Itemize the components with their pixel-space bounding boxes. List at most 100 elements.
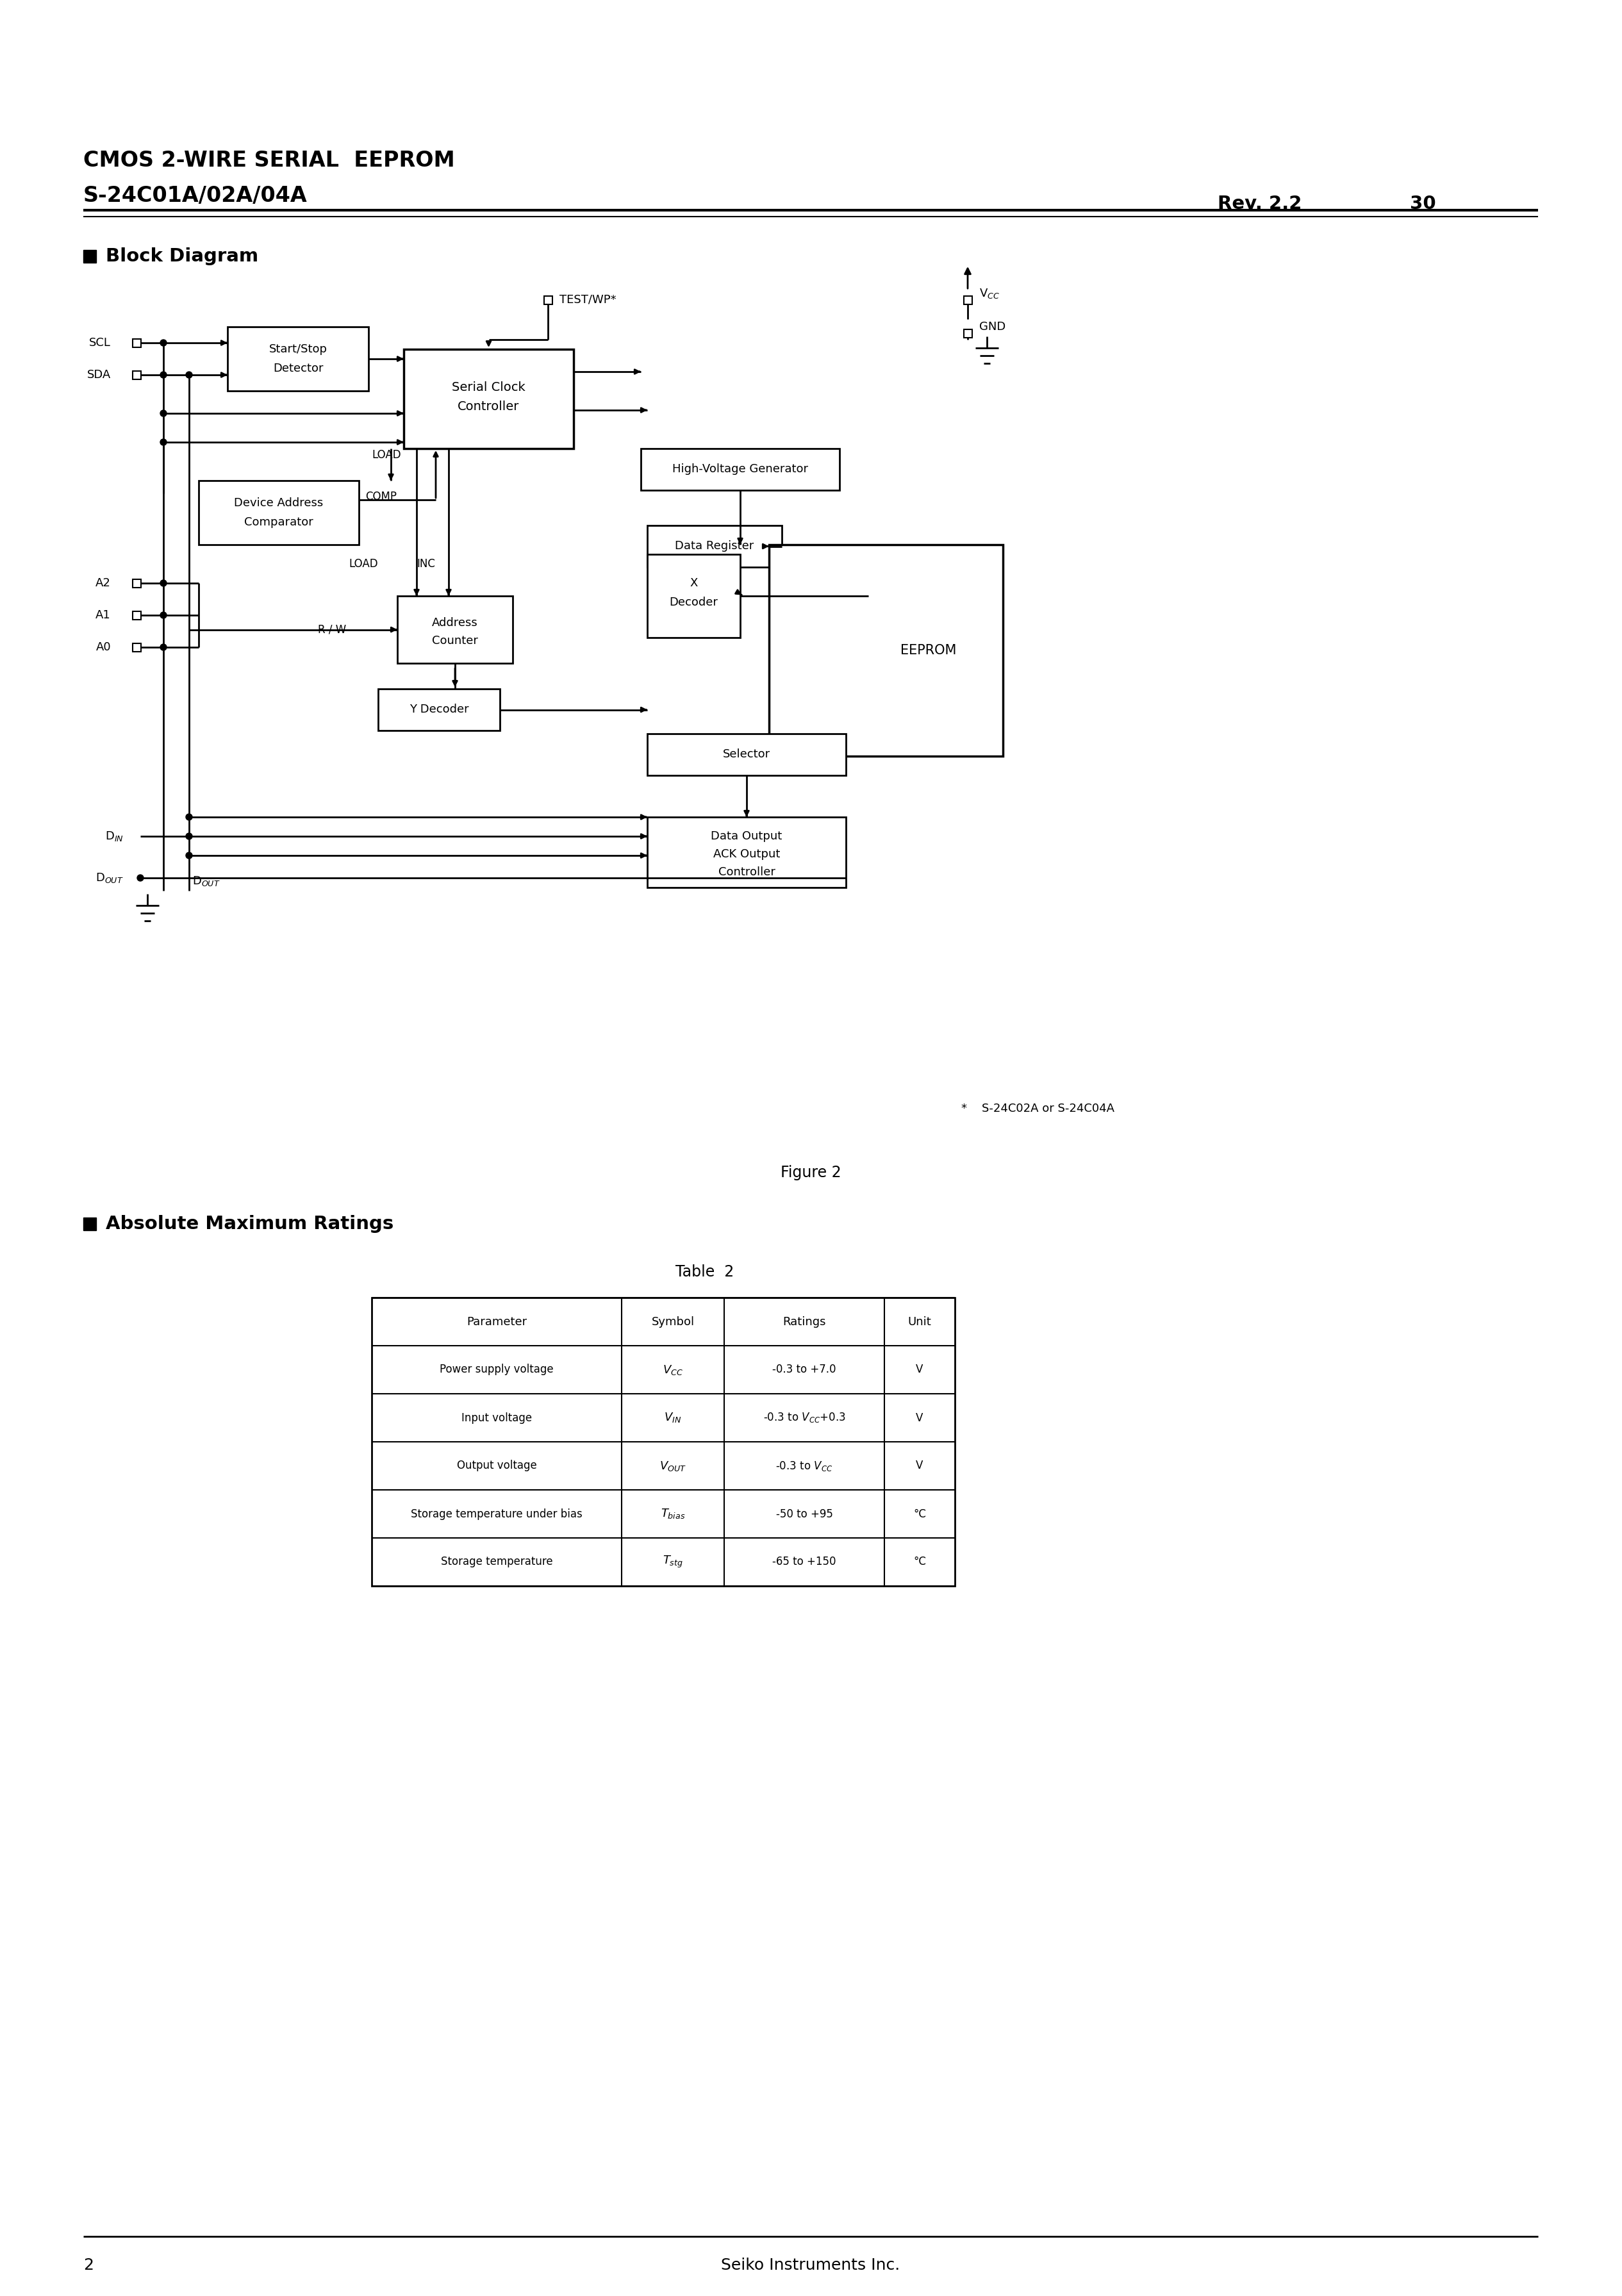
Text: °C: °C: [913, 1557, 926, 1568]
Text: High-Voltage Generator: High-Voltage Generator: [672, 464, 808, 475]
Text: -0.3 to $V_{CC}$+0.3: -0.3 to $V_{CC}$+0.3: [762, 1412, 845, 1424]
Text: D$_{OUT}$: D$_{OUT}$: [96, 872, 123, 884]
Bar: [404, 349, 574, 448]
Bar: [647, 526, 782, 567]
Text: TEST/WP*: TEST/WP*: [560, 294, 616, 305]
Circle shape: [161, 581, 167, 585]
Text: INC: INC: [417, 558, 435, 569]
Text: Data Register: Data Register: [675, 540, 754, 551]
Bar: [963, 296, 972, 303]
Text: °C: °C: [913, 1508, 926, 1520]
Bar: [647, 553, 740, 638]
Text: Input voltage: Input voltage: [461, 1412, 532, 1424]
Circle shape: [187, 372, 193, 379]
Text: ACK Output: ACK Output: [714, 850, 780, 861]
Text: Y Decoder: Y Decoder: [409, 703, 469, 714]
Text: 30: 30: [1410, 195, 1435, 214]
Text: Data Output: Data Output: [710, 831, 782, 843]
Bar: [543, 296, 551, 303]
Text: -50 to +95: -50 to +95: [775, 1508, 832, 1520]
Text: *    S-24C02A or S-24C04A: * S-24C02A or S-24C04A: [962, 1102, 1114, 1114]
Text: SDA: SDA: [88, 370, 110, 381]
Text: Parameter: Parameter: [467, 1316, 527, 1327]
Text: D$_{IN}$: D$_{IN}$: [105, 829, 123, 843]
Circle shape: [161, 643, 167, 650]
Text: Detector: Detector: [272, 363, 323, 374]
Bar: [198, 480, 358, 544]
Bar: [133, 370, 141, 379]
Bar: [133, 579, 141, 588]
Text: A0: A0: [96, 641, 110, 652]
Text: Device Address: Device Address: [234, 498, 323, 510]
Bar: [133, 643, 141, 652]
Text: Serial Clock: Serial Clock: [453, 381, 526, 395]
Circle shape: [161, 411, 167, 416]
Circle shape: [138, 875, 144, 882]
Bar: [133, 611, 141, 620]
Text: Seiko Instruments Inc.: Seiko Instruments Inc.: [722, 2257, 900, 2273]
Circle shape: [187, 813, 193, 820]
Text: LOAD: LOAD: [349, 558, 378, 569]
Text: Storage temperature: Storage temperature: [441, 1557, 553, 1568]
Text: Figure 2: Figure 2: [780, 1164, 840, 1180]
Bar: [647, 735, 847, 776]
Text: Decoder: Decoder: [670, 597, 719, 608]
Text: A1: A1: [96, 608, 110, 620]
Text: $T_{bias}$: $T_{bias}$: [660, 1508, 684, 1520]
Text: R / W: R / W: [318, 625, 345, 636]
Text: V: V: [916, 1364, 923, 1375]
Text: V: V: [916, 1412, 923, 1424]
Text: Comparator: Comparator: [245, 517, 313, 528]
Circle shape: [161, 439, 167, 445]
Bar: [641, 448, 840, 491]
Text: Controller: Controller: [719, 866, 775, 877]
Text: Power supply voltage: Power supply voltage: [440, 1364, 553, 1375]
Text: EEPROM: EEPROM: [900, 643, 955, 657]
Text: Ratings: Ratings: [783, 1316, 826, 1327]
Bar: [83, 1217, 96, 1231]
Bar: [133, 340, 141, 347]
Bar: [227, 326, 368, 390]
Text: COMP: COMP: [365, 491, 397, 503]
Text: -65 to +150: -65 to +150: [772, 1557, 837, 1568]
Text: Address: Address: [431, 618, 478, 629]
Circle shape: [161, 340, 167, 347]
Text: Selector: Selector: [723, 748, 770, 760]
Bar: [378, 689, 500, 730]
Circle shape: [187, 833, 193, 840]
Text: -0.3 to $V_{CC}$: -0.3 to $V_{CC}$: [775, 1460, 832, 1472]
Text: 2: 2: [83, 2257, 94, 2273]
Text: V$_{CC}$: V$_{CC}$: [980, 287, 999, 301]
Text: D$_{OUT}$: D$_{OUT}$: [193, 875, 221, 889]
Bar: [83, 250, 96, 262]
Text: -0.3 to +7.0: -0.3 to +7.0: [772, 1364, 837, 1375]
Circle shape: [187, 852, 193, 859]
Text: LOAD: LOAD: [371, 450, 401, 461]
Text: $V_{OUT}$: $V_{OUT}$: [660, 1460, 686, 1472]
Text: V: V: [916, 1460, 923, 1472]
Text: $V_{CC}$: $V_{CC}$: [663, 1364, 683, 1375]
Text: Controller: Controller: [457, 402, 519, 413]
Text: Counter: Counter: [431, 636, 478, 647]
Text: Storage temperature under bias: Storage temperature under bias: [410, 1508, 582, 1520]
Text: $T_{stg}$: $T_{stg}$: [663, 1554, 683, 1570]
Bar: [963, 328, 972, 338]
Text: Block Diagram: Block Diagram: [105, 248, 258, 266]
Text: S-24C01A/02A/04A: S-24C01A/02A/04A: [83, 186, 308, 207]
Text: SCL: SCL: [89, 338, 110, 349]
Bar: [647, 817, 847, 889]
Text: $V_{IN}$: $V_{IN}$: [663, 1412, 681, 1424]
Bar: [397, 597, 513, 664]
Text: Symbol: Symbol: [652, 1316, 694, 1327]
Circle shape: [161, 613, 167, 618]
Text: Start/Stop: Start/Stop: [269, 344, 328, 356]
Circle shape: [161, 372, 167, 379]
Text: Unit: Unit: [908, 1316, 931, 1327]
Text: Absolute Maximum Ratings: Absolute Maximum Ratings: [105, 1215, 394, 1233]
Text: X: X: [689, 576, 697, 588]
Text: Rev. 2.2: Rev. 2.2: [1218, 195, 1302, 214]
Bar: [371, 1297, 955, 1587]
Text: GND: GND: [980, 321, 1006, 333]
Bar: [769, 544, 1002, 755]
Text: Table  2: Table 2: [676, 1265, 735, 1279]
